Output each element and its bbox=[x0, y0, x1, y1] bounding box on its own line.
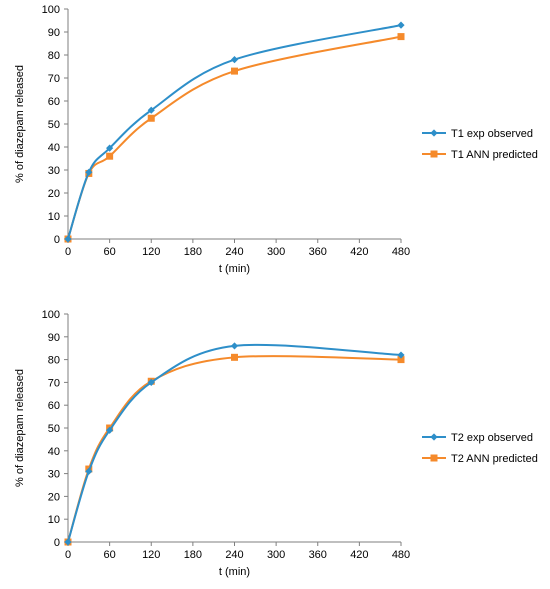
y-tick-label: 90 bbox=[48, 332, 60, 344]
x-tick-label: 240 bbox=[225, 549, 243, 561]
x-tick-label: 480 bbox=[392, 246, 410, 258]
x-tick-label: 360 bbox=[309, 246, 327, 258]
x-tick-label: 300 bbox=[267, 246, 285, 258]
y-tick-label: 70 bbox=[48, 73, 60, 85]
data-point bbox=[231, 353, 238, 361]
series-line bbox=[67, 343, 402, 543]
y-tick-label: 50 bbox=[48, 423, 60, 435]
x-tick-label: 180 bbox=[184, 246, 202, 258]
x-tick-label: 0 bbox=[65, 246, 71, 258]
x-tick-label: 480 bbox=[392, 549, 410, 561]
data-point bbox=[106, 426, 114, 434]
y-axis-label: % of diazepam released bbox=[14, 65, 26, 183]
y-tick-label: 90 bbox=[48, 27, 60, 39]
x-tick-label: 240 bbox=[225, 246, 243, 258]
chart-2: 0 10 20 30 40 50 60 70 80 90 100 0 60 120 180 240 300 360… bbox=[14, 309, 538, 578]
x-axis-label: t (min) bbox=[219, 263, 250, 275]
x-tick-label: 0 bbox=[65, 549, 71, 561]
x-tick-label: 300 bbox=[267, 549, 285, 561]
legend-label: T2 exp observed bbox=[451, 432, 533, 444]
series-line bbox=[67, 355, 402, 543]
data-point bbox=[147, 114, 155, 122]
x-tick-label: 420 bbox=[350, 246, 368, 258]
data-point bbox=[230, 342, 239, 350]
legend-marker bbox=[430, 454, 438, 462]
y-tick-label: 0 bbox=[54, 537, 60, 549]
y-tick-label: 10 bbox=[48, 514, 60, 526]
x-tick-label: 420 bbox=[350, 549, 368, 561]
data-point bbox=[85, 168, 93, 176]
legend: T2 exp observed T2 ANN predicted bbox=[422, 432, 538, 465]
legend: T1 exp observed T1 ANN predicted bbox=[422, 128, 538, 161]
data-point bbox=[230, 56, 239, 64]
data-point bbox=[397, 21, 405, 29]
y-tick-label: 10 bbox=[48, 211, 60, 223]
data-point bbox=[64, 538, 72, 546]
legend-label: T1 exp observed bbox=[451, 128, 533, 140]
x-tick-label: 120 bbox=[142, 246, 160, 258]
y-tick-label: 40 bbox=[48, 446, 60, 458]
legend-marker bbox=[430, 129, 438, 137]
x-tick-label: 180 bbox=[184, 549, 202, 561]
y-tick-label: 30 bbox=[48, 469, 60, 481]
series-line bbox=[67, 35, 402, 240]
x-tick-label: 60 bbox=[104, 549, 116, 561]
y-tick-label: 60 bbox=[48, 400, 60, 412]
y-axis-label: % of diazepam released bbox=[14, 369, 26, 487]
legend-marker bbox=[430, 433, 438, 441]
y-tick-label: 30 bbox=[48, 165, 60, 177]
data-point bbox=[106, 144, 114, 152]
series-1 bbox=[64, 21, 405, 243]
data-point bbox=[397, 33, 405, 41]
y-tick-label: 80 bbox=[48, 355, 60, 367]
data-point bbox=[147, 106, 155, 114]
y-tick-label: 100 bbox=[42, 309, 60, 321]
data-point bbox=[85, 467, 93, 475]
data-point bbox=[147, 378, 155, 386]
series-2 bbox=[64, 33, 405, 243]
data-point bbox=[231, 67, 238, 75]
y-tick-label: 40 bbox=[48, 142, 60, 154]
y-tick-label: 20 bbox=[48, 188, 60, 200]
x-axis-label: t (min) bbox=[219, 566, 250, 578]
y-tick-label: 70 bbox=[48, 377, 60, 389]
y-tick-label: 0 bbox=[54, 234, 60, 246]
data-point bbox=[64, 235, 72, 243]
legend-label: T1 ANN predicted bbox=[451, 149, 538, 161]
legend-marker bbox=[430, 150, 438, 158]
data-point bbox=[106, 152, 114, 160]
y-tick-label: 80 bbox=[48, 50, 60, 62]
legend-label: T2 ANN predicted bbox=[451, 453, 538, 465]
x-tick-label: 360 bbox=[309, 549, 327, 561]
data-point bbox=[397, 351, 405, 359]
y-tick-label: 50 bbox=[48, 119, 60, 131]
series-2 bbox=[64, 353, 405, 546]
chart-1: 0 10 20 30 40 50 60 70 80 90 100 0 60 120 180 240 300 360… bbox=[14, 4, 538, 275]
y-tick-label: 20 bbox=[48, 491, 60, 503]
y-tick-label: 60 bbox=[48, 96, 60, 108]
y-tick-label: 100 bbox=[42, 4, 60, 16]
data-point bbox=[397, 356, 405, 364]
x-tick-label: 120 bbox=[142, 549, 160, 561]
x-tick-label: 60 bbox=[104, 246, 116, 258]
series-1 bbox=[64, 342, 405, 546]
